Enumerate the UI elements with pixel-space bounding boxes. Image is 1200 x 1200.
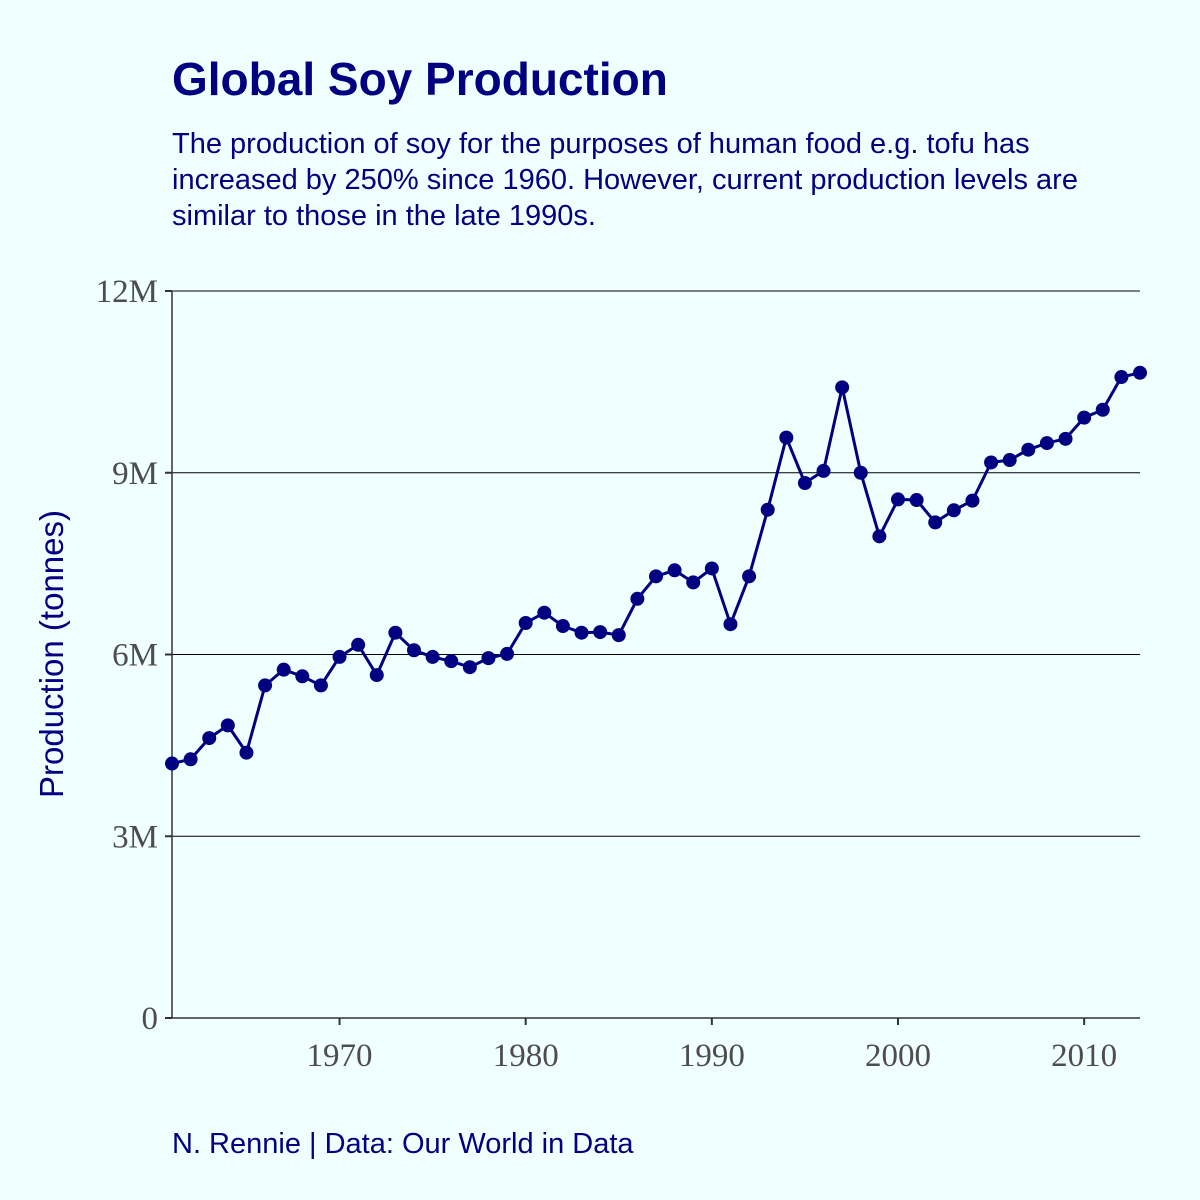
data-point — [165, 756, 179, 771]
data-point — [258, 678, 273, 693]
data-point — [295, 669, 310, 684]
data-point — [276, 662, 291, 677]
data-point — [928, 515, 943, 530]
data-point — [686, 575, 701, 590]
gridlines — [172, 290, 1140, 837]
data-point — [518, 615, 533, 630]
y-tick-label: 0 — [142, 1001, 159, 1037]
data-point — [704, 561, 719, 576]
data-point — [872, 529, 887, 544]
data-point — [649, 569, 663, 584]
x-tick-label: 1990 — [679, 1038, 745, 1074]
data-point — [407, 643, 421, 658]
data-point — [779, 430, 794, 445]
data-point — [351, 637, 366, 652]
x-tick-label: 2000 — [865, 1038, 931, 1074]
data-point — [537, 605, 552, 620]
data-point — [1021, 442, 1036, 457]
tick-labels: 0 3M 6M 9M 12M 1970 1980 1990 2000 2010 — [96, 274, 1117, 1074]
data-point — [742, 569, 757, 584]
data-point — [500, 646, 515, 661]
data-point — [1058, 431, 1073, 446]
data-point — [593, 625, 608, 640]
data-point — [797, 476, 812, 491]
y-tick-label: 6M — [112, 638, 158, 674]
data-point — [1095, 402, 1110, 417]
data-point — [313, 678, 328, 693]
data-point — [1039, 436, 1054, 451]
data-point — [891, 492, 905, 507]
y-axis-title: Production (tonnes) — [33, 510, 70, 798]
axes — [165, 290, 1140, 1025]
chart-title: Global Soy Production — [172, 53, 668, 105]
data-point — [202, 731, 217, 746]
data-point — [630, 591, 645, 606]
data-point — [220, 718, 235, 733]
data-points — [165, 365, 1147, 771]
data-point — [183, 752, 198, 767]
data-point — [462, 660, 477, 675]
y-tick-label: 9M — [112, 456, 158, 492]
data-point — [835, 380, 850, 395]
data-point — [425, 649, 440, 664]
data-point — [667, 563, 682, 578]
x-tick-label: 2010 — [1051, 1038, 1117, 1074]
chart-subtitle: The production of soy for the purposes o… — [172, 128, 1078, 232]
data-point — [760, 502, 775, 517]
data-point — [444, 654, 459, 669]
data-point — [481, 651, 496, 666]
data-point — [1002, 453, 1017, 468]
data-point — [1133, 365, 1147, 380]
data-point — [555, 619, 570, 634]
data-point — [1114, 370, 1129, 385]
data-point — [853, 465, 868, 480]
data-point — [816, 463, 831, 478]
data-point — [574, 625, 589, 640]
series-line-group — [171, 371, 1141, 765]
data-point — [369, 668, 384, 683]
series-line — [171, 371, 1141, 765]
data-point — [332, 649, 347, 664]
data-point — [611, 628, 626, 643]
data-point — [965, 493, 980, 508]
data-point — [723, 617, 738, 632]
x-tick-label: 1970 — [307, 1038, 373, 1074]
y-tick-label: 3M — [112, 819, 158, 855]
data-point — [388, 625, 403, 640]
y-tick-label: 12M — [96, 274, 158, 310]
x-tick-label: 1980 — [493, 1038, 559, 1074]
data-point — [1077, 410, 1092, 425]
data-point — [909, 493, 924, 508]
data-point — [984, 455, 999, 470]
data-point — [946, 503, 961, 518]
data-point — [239, 745, 254, 760]
source-caption: N. Rennie | Data: Our World in Data — [172, 1128, 634, 1160]
